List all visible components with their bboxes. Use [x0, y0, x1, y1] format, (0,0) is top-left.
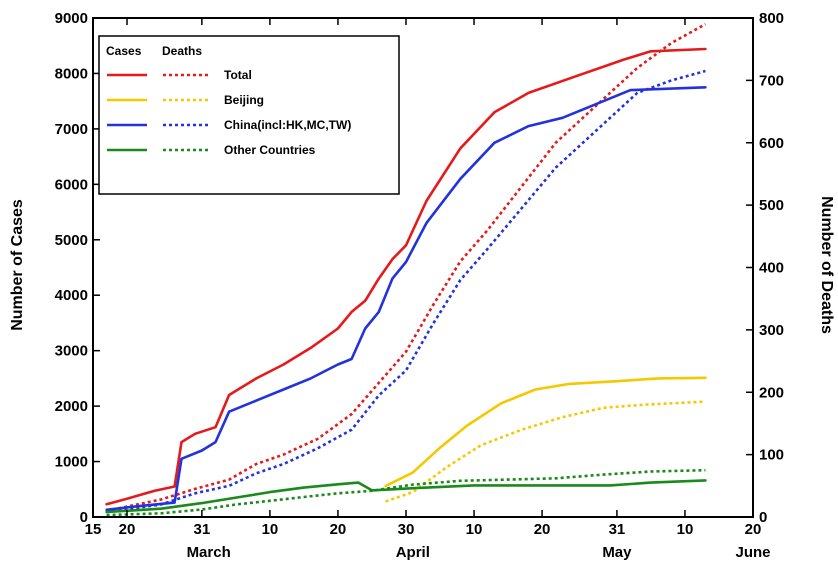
legend-header-deaths: Deaths	[162, 44, 202, 58]
left-tick-label: 4000	[55, 287, 88, 304]
left-tick-label: 0	[80, 509, 88, 526]
series-cases-line-beijing	[384, 376, 707, 488]
x-tick-label: 10	[262, 521, 279, 538]
legend-label: Other Countries	[224, 143, 316, 157]
right-tick-label: 500	[759, 197, 784, 214]
left-tick-label: 5000	[55, 232, 88, 249]
x-tick-label: 30	[398, 521, 415, 538]
left-tick-label: 3000	[55, 343, 88, 360]
month-label: June	[735, 544, 770, 561]
left-tick-label: 6000	[55, 176, 88, 193]
legend-label: Beijing	[224, 93, 264, 107]
right-tick-label: 200	[759, 384, 784, 401]
left-tick-label: 9000	[55, 10, 88, 27]
series-cases-line-other-countries	[105, 479, 707, 514]
series-layer	[105, 23, 707, 517]
month-label: March	[187, 544, 231, 561]
legend-box	[98, 35, 400, 195]
series-deaths-line-china-incl-hk-mc-tw	[106, 69, 706, 514]
x-tick-label: 31	[609, 521, 626, 538]
right-tick-label: 100	[759, 447, 784, 464]
legend-entries: Total Beijing China(incl:HK,MC,TW) Other Co…	[107, 68, 351, 157]
x-tick-label: 10	[677, 521, 694, 538]
right-tick-label: 300	[759, 322, 784, 339]
left-tick-label: 8000	[55, 65, 88, 82]
legend-header-cases: Cases	[106, 44, 142, 58]
right-tick-label: 400	[759, 260, 784, 277]
left-tick-label: 2000	[55, 398, 88, 415]
legend-label: Total	[224, 68, 252, 82]
series-cases-line-total	[105, 47, 707, 506]
x-tick-label: 15	[85, 521, 102, 538]
x-tick-label: 20	[745, 521, 762, 538]
right-tick-label: 0	[759, 509, 767, 526]
x-tick-label: 20	[119, 521, 136, 538]
left-tick-label: 1000	[55, 454, 88, 471]
x-tick-label: 20	[330, 521, 347, 538]
legend: Cases Deaths Total Beijing China(incl:HK,M…	[98, 35, 400, 195]
left-axis-title: Number of Cases	[9, 199, 26, 331]
right-tick-label: 600	[759, 135, 784, 152]
series-cases-line-china-incl-hk-mc-tw	[105, 86, 707, 512]
x-tick-label: 10	[466, 521, 483, 538]
left-tick-label: 7000	[55, 121, 88, 138]
x-tick-label: 31	[194, 521, 211, 538]
right-tick-label: 700	[759, 72, 784, 89]
series-deaths-line-other-countries	[106, 468, 706, 517]
x-tick-label: 20	[534, 521, 551, 538]
month-label: May	[602, 544, 632, 561]
month-label: April	[396, 544, 430, 561]
legend-label: China(incl:HK,MC,TW)	[224, 118, 351, 132]
right-tick-label: 800	[759, 10, 784, 27]
right-axis-title: Number of Deaths	[818, 196, 835, 334]
axes-layer: 0 1000 2000 3000 4000 5000 6000 7000 8000 9000 0 10…	[55, 10, 784, 561]
